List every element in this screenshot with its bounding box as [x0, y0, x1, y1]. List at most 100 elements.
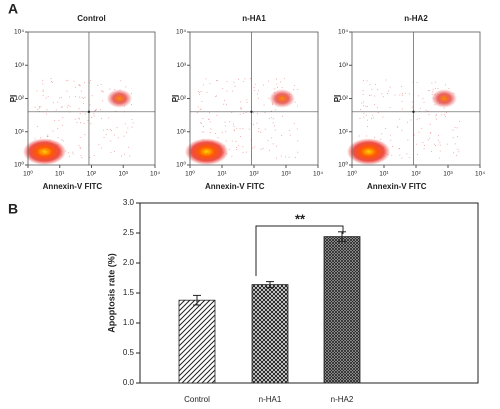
event-dot: [79, 137, 81, 139]
event-dot: [427, 139, 429, 141]
y-tick-label: 0.0: [123, 378, 135, 387]
event-dot: [445, 84, 447, 86]
x-tick-label: 10⁴: [475, 171, 485, 178]
event-dot: [401, 85, 403, 87]
event-dot: [244, 78, 246, 80]
event-dot: [294, 101, 296, 103]
event-dot: [102, 90, 104, 92]
event-dot: [435, 115, 437, 117]
event-dot: [97, 84, 99, 86]
y-tick-label: 1.0: [123, 318, 135, 327]
event-dot: [199, 94, 201, 96]
event-dot: [429, 132, 431, 134]
event-dot: [257, 97, 259, 99]
event-dot: [120, 80, 122, 82]
event-dot: [80, 147, 82, 149]
event-dot: [47, 135, 49, 137]
gate-marker: [87, 110, 91, 114]
event-dot: [422, 97, 424, 99]
event-dot: [45, 97, 47, 99]
event-dot: [242, 146, 244, 148]
event-dot: [210, 153, 212, 155]
event-dot: [202, 126, 204, 128]
y-tick-label: 10²: [15, 95, 25, 102]
event-dot: [210, 128, 212, 130]
event-dot: [375, 84, 377, 86]
event-dot: [253, 86, 255, 88]
event-dot: [245, 151, 247, 153]
event-dot: [65, 79, 67, 81]
event-dot: [434, 81, 436, 83]
event-dot: [129, 155, 131, 157]
event-dot: [431, 93, 433, 95]
event-dot: [432, 88, 434, 90]
event-dot: [41, 151, 43, 153]
event-dot: [78, 118, 80, 120]
event-dot: [42, 83, 44, 85]
event-dot: [218, 144, 220, 146]
bar: [178, 299, 216, 384]
event-dot: [209, 131, 211, 133]
event-dot: [240, 107, 242, 109]
event-dot: [377, 88, 379, 90]
event-dot: [383, 146, 385, 148]
y-tick-label: 10⁰: [176, 161, 186, 169]
event-dot: [281, 134, 283, 136]
event-dot: [46, 149, 48, 151]
event-dot: [361, 102, 363, 104]
event-dot: [78, 117, 80, 119]
event-dot: [202, 139, 204, 141]
plot-title: n-HA2: [404, 14, 428, 23]
event-dot: [457, 136, 459, 138]
event-dot: [231, 90, 233, 92]
x-tick-label: n-HA1: [259, 395, 282, 404]
event-dot: [293, 122, 295, 124]
event-dot: [358, 135, 360, 137]
event-dot: [297, 151, 299, 153]
event-dot: [432, 91, 434, 93]
event-dot: [196, 143, 198, 145]
event-dot: [453, 152, 455, 154]
event-dot: [106, 129, 108, 131]
event-dot: [437, 88, 439, 90]
event-dot: [407, 139, 409, 141]
y-tick-label: 10⁴: [176, 29, 186, 36]
event-dot: [263, 84, 265, 86]
event-dot: [360, 144, 362, 146]
event-dot: [274, 129, 276, 131]
event-dot: [429, 137, 431, 139]
event-dot: [267, 139, 269, 141]
event-dot: [382, 116, 384, 118]
event-dot: [390, 139, 392, 141]
y-tick-label: 3.0: [123, 198, 135, 207]
event-dot: [401, 157, 403, 159]
event-dot: [374, 137, 376, 139]
event-dot: [267, 80, 269, 82]
event-dot: [82, 102, 84, 104]
event-dot: [121, 155, 123, 157]
significance-bracket: [255, 225, 344, 276]
event-dot: [376, 148, 378, 150]
event-dot: [225, 131, 227, 133]
event-dot: [436, 114, 438, 116]
event-dot: [406, 121, 408, 123]
event-dot: [74, 118, 76, 120]
event-dot: [365, 114, 367, 116]
x-tick-label: 10¹: [379, 171, 389, 178]
event-dot: [41, 148, 43, 150]
plot-title: n-HA1: [242, 14, 266, 23]
y-axis-label: PI: [9, 95, 18, 103]
y-axis-label: PI: [333, 95, 342, 103]
event-dot: [119, 89, 121, 91]
x-tick-label: 10¹: [55, 171, 65, 178]
event-dot: [401, 108, 403, 110]
event-dot: [80, 155, 82, 157]
event-dot: [73, 80, 75, 82]
event-dot: [223, 103, 225, 105]
event-dot: [456, 127, 458, 129]
y-tick-label: 10²: [339, 95, 349, 102]
event-dot: [254, 146, 256, 148]
event-dot: [377, 112, 379, 114]
event-dot: [396, 126, 398, 128]
cell-population: [22, 138, 67, 165]
